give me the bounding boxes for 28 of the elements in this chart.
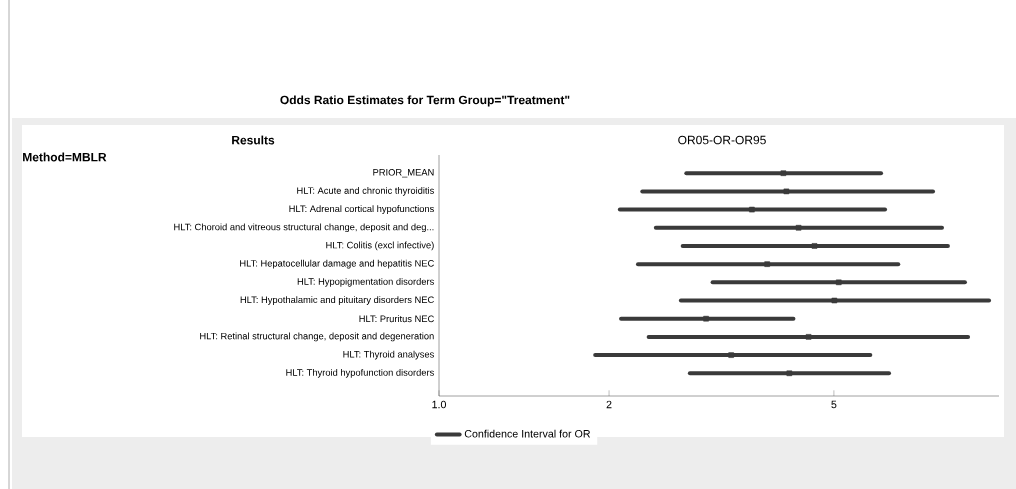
x-tick-label: 1.0 [432, 400, 447, 409]
point [795, 224, 802, 231]
point [805, 334, 812, 340]
point [811, 243, 818, 249]
text: Method=MBLR [23, 152, 107, 162]
y-tick-label: HLT: Pruritus NEC [359, 315, 434, 323]
text: Results [232, 135, 275, 145]
y-tick-label: HLT: Adrenal cortical hypofunctions [289, 205, 434, 214]
y-tick-label: HLT: Acute and chronic thyroiditis [297, 187, 434, 196]
y-tick-label: HLT: Hepatocellular damage and hepatitis NEC [240, 259, 434, 269]
point [749, 206, 755, 213]
point [783, 188, 790, 195]
chart-title: Odds Ratio Estimates for Term Group="Treatment" [280, 95, 570, 107]
y-tick-label: HLT: Hypopigmentation disorders [297, 277, 434, 287]
x-tick-label: 5 [831, 400, 837, 409]
x-tick-label: 2 [606, 400, 612, 409]
y-tick-label: HLT: Thyroid hypofunction disorders [286, 368, 434, 378]
y-tick-label: HLT: Retinal structural change, deposit and degeneration [200, 332, 434, 342]
legend-label: Confidence Interval for OR [464, 429, 591, 438]
point [780, 170, 787, 176]
point [786, 370, 793, 377]
y-tick-label: HLT: Hypothalamic and pituitary disorders NEC [240, 296, 434, 305]
y-tick-label: HLT: Thyroid analyses [343, 350, 434, 360]
text: OR05-OR-OR95 [678, 135, 766, 145]
y-tick-label: PRIOR_MEAN [373, 169, 434, 178]
point [764, 261, 770, 267]
y-tick-label: HLT: Colitis (excl infective) [326, 241, 434, 251]
y-tick-label: HLT: Choroid and vitreous structural change, deposit and deg... [174, 223, 434, 233]
